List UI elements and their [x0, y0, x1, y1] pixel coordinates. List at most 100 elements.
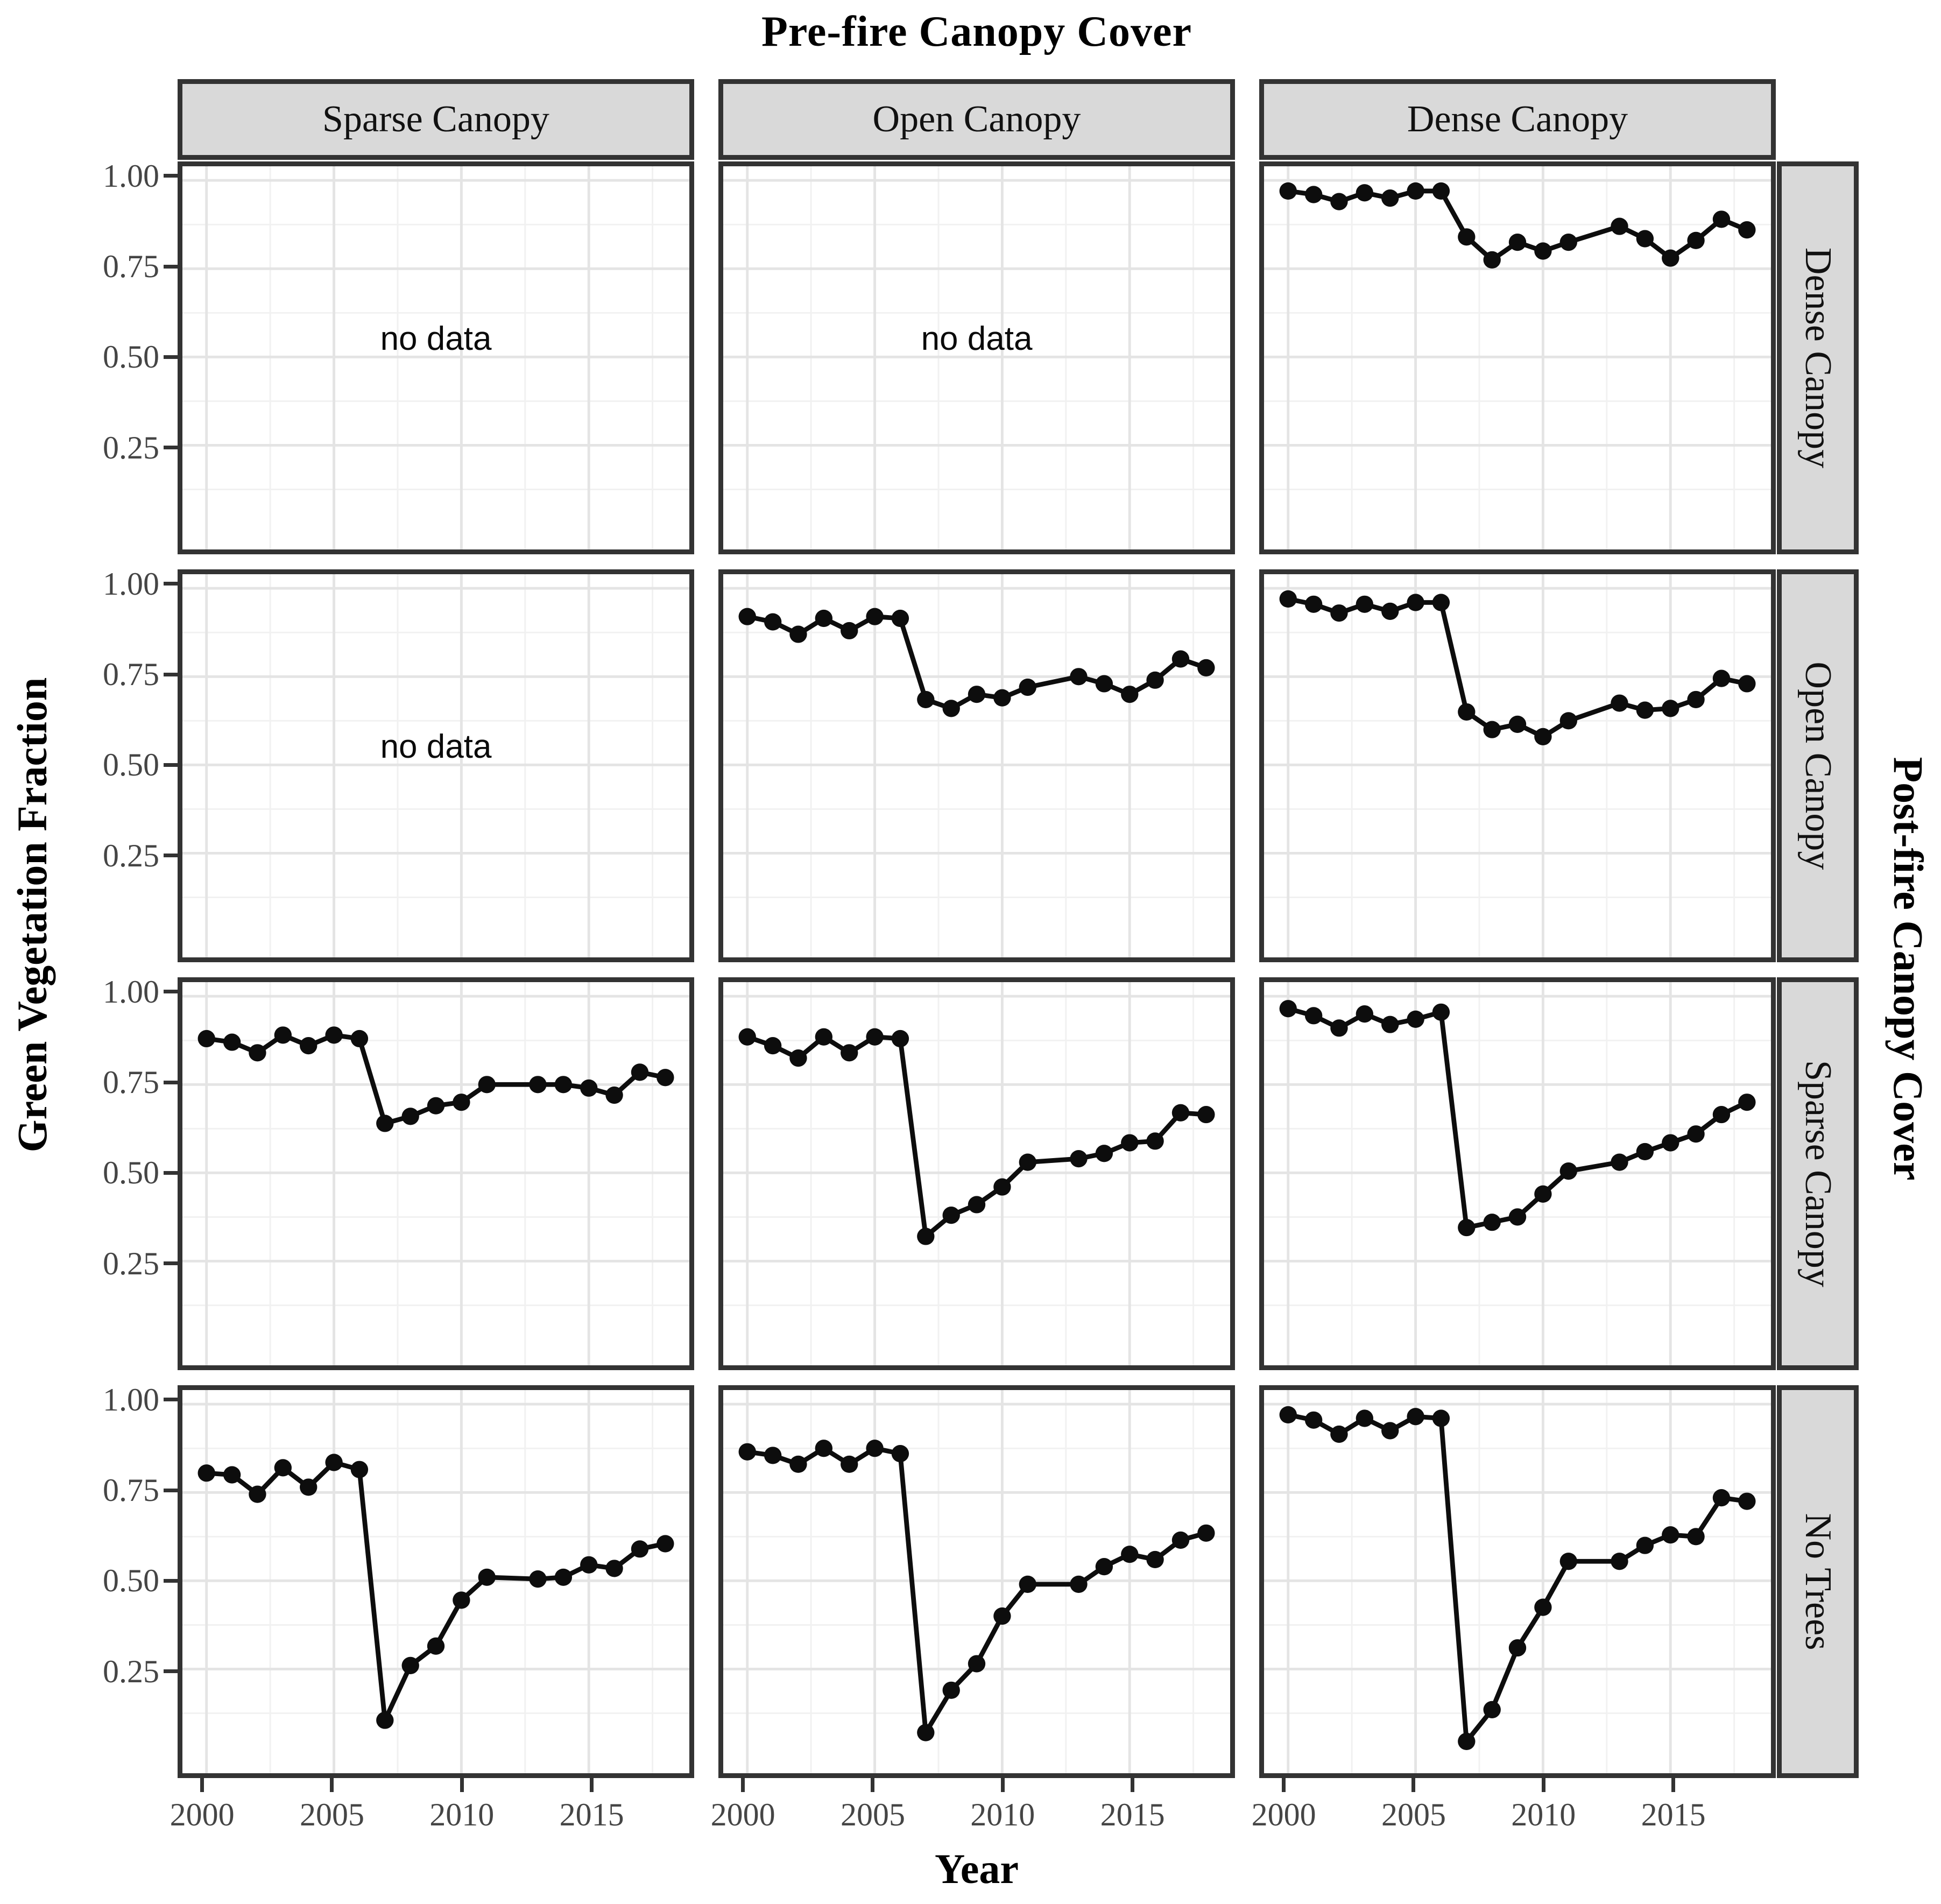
data-point-2014: [1636, 701, 1654, 719]
row-strip-1: Dense Canopy: [1777, 161, 1859, 554]
panel-plot-area: [1264, 166, 1771, 549]
data-point-2011: [1019, 1153, 1036, 1171]
data-point-2003: [1356, 184, 1374, 202]
data-point-2008: [942, 1207, 960, 1224]
data-point-2006: [1432, 594, 1450, 611]
data-point-2002: [1330, 604, 1348, 622]
data-point-2004: [841, 1044, 858, 1062]
data-point-2011: [1019, 1575, 1036, 1593]
data-point-2011: [1559, 712, 1577, 730]
data-point-2013: [1070, 1150, 1088, 1168]
panel-plot-area: [723, 574, 1230, 957]
data-point-2017: [1171, 1531, 1190, 1549]
y-tick-label: 0.25: [103, 1245, 159, 1281]
x-tick-mark: [1411, 1778, 1416, 1792]
data-point-2002: [1330, 193, 1348, 210]
y-tick-mark: [164, 1261, 178, 1266]
data-point-2002: [1330, 1425, 1348, 1443]
data-series-line: [206, 1459, 666, 1729]
col-strip-label: Open Canopy: [872, 98, 1081, 140]
data-point-2002: [249, 1485, 266, 1503]
panel-r4c1: [178, 1385, 694, 1778]
data-point-2018: [1197, 659, 1215, 676]
data-point-2003: [1356, 595, 1374, 613]
data-point-2010: [993, 689, 1011, 707]
data-point-2004: [300, 1037, 317, 1055]
x-tick-label: 2010: [970, 1797, 1035, 1832]
y-tick-label: 0.75: [103, 1064, 159, 1101]
x-tick-label: 2000: [1251, 1797, 1316, 1832]
data-point-2007: [1458, 228, 1476, 246]
y-tick-label: 0.50: [103, 1155, 159, 1191]
data-point-2001: [764, 1447, 782, 1464]
data-point-2008: [942, 1681, 960, 1699]
panel-plot-area: [182, 982, 689, 1365]
data-point-2010: [993, 1178, 1011, 1196]
data-point-2007: [917, 1724, 935, 1741]
data-point-2006: [1432, 1409, 1450, 1427]
data-point-2002: [1330, 1019, 1348, 1037]
x-tick-label: 2015: [1641, 1797, 1706, 1832]
data-point-2010: [1534, 242, 1552, 260]
data-point-2011: [1559, 234, 1577, 251]
y-tick-label: 0.25: [103, 837, 159, 873]
data-point-2010: [1534, 1185, 1552, 1203]
data-point-2018: [1738, 1492, 1756, 1510]
data-series-line: [1287, 1006, 1748, 1231]
data-point-2009: [1508, 234, 1527, 251]
no-data-label: no data: [921, 320, 1033, 357]
y-tick-label: 0.50: [103, 747, 159, 783]
data-point-2011: [1559, 1553, 1577, 1570]
data-point-2014: [1095, 1558, 1113, 1576]
data-point-2017: [1712, 210, 1731, 228]
panel-plot-area: [182, 574, 689, 957]
col-strip-3: Dense Canopy: [1259, 79, 1776, 160]
data-point-2001: [764, 613, 782, 631]
y-tick-label: 1.00: [103, 566, 159, 602]
data-point-2014: [1636, 1143, 1654, 1161]
y-tick-mark: [164, 1488, 178, 1492]
data-point-2005: [866, 608, 884, 625]
data-point-2004: [1381, 1422, 1399, 1440]
data-point-2001: [1304, 1007, 1323, 1025]
data-point-2013: [529, 1076, 547, 1094]
data-point-2013: [1611, 1153, 1628, 1171]
panel-r1c3: [1259, 161, 1776, 554]
data-point-2016: [1687, 1528, 1705, 1546]
panel-plot-area: [1264, 1390, 1771, 1773]
no-data-label: no data: [380, 728, 492, 765]
data-point-2003: [815, 609, 833, 627]
panel-r2c1: no data: [178, 569, 694, 962]
row-strip-label: No Trees: [1797, 1513, 1839, 1651]
data-point-2017: [1712, 1489, 1731, 1507]
data-point-2008: [1483, 721, 1501, 738]
data-point-2000: [1279, 1406, 1297, 1424]
data-point-2008: [401, 1656, 419, 1674]
y-tick-label: 0.25: [103, 429, 159, 466]
data-point-2009: [427, 1097, 445, 1115]
data-point-2017: [631, 1540, 649, 1558]
panel-r1c1: no data: [178, 161, 694, 554]
col-strip-1: Sparse Canopy: [178, 79, 694, 160]
data-point-2014: [554, 1076, 573, 1094]
data-point-2000: [738, 608, 756, 625]
data-point-2017: [1171, 650, 1190, 668]
data-point-2015: [1121, 686, 1139, 703]
data-point-2014: [1636, 230, 1654, 248]
data-point-2000: [197, 1464, 215, 1482]
data-point-2002: [789, 625, 807, 643]
y-tick-mark: [164, 174, 178, 178]
row-strip-3: Sparse Canopy: [1777, 977, 1859, 1370]
y-tick-mark: [164, 763, 178, 767]
data-point-2000: [197, 1029, 215, 1048]
panel-r4c2: [718, 1385, 1235, 1778]
y-tick-mark: [164, 355, 178, 359]
data-point-2017: [1171, 1104, 1190, 1122]
data-point-2002: [249, 1044, 266, 1062]
data-point-2018: [657, 1069, 674, 1087]
data-point-2016: [1146, 671, 1164, 689]
y-tick-mark: [164, 446, 178, 450]
x-tick-mark: [1000, 1778, 1005, 1792]
data-point-2017: [1712, 669, 1731, 687]
data-point-2006: [891, 609, 909, 627]
